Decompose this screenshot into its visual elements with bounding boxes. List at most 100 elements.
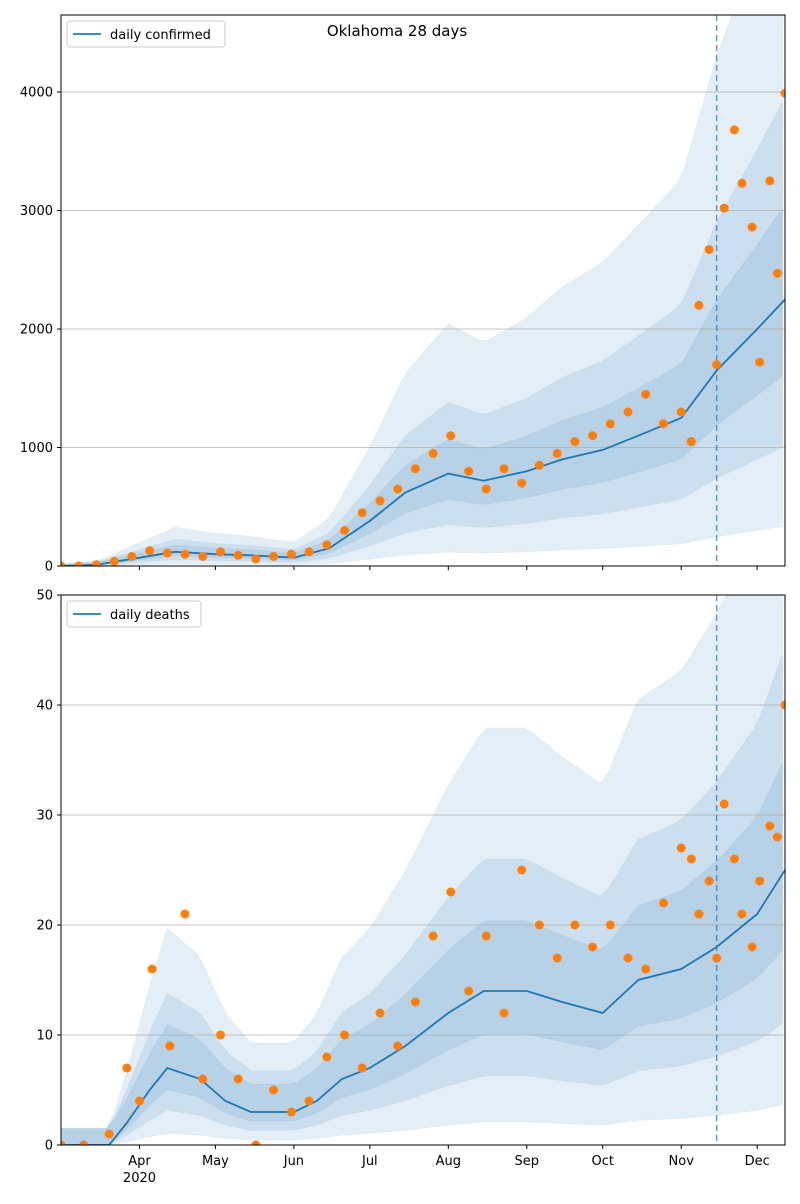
series-layer-bottom: [61, 700, 785, 1145]
x-tick-label: Apr: [128, 1154, 151, 1169]
axes-frame-top: [60, 14, 786, 567]
data-point: [694, 909, 704, 919]
y-tick-label: 40: [36, 699, 53, 714]
data-point: [79, 1140, 89, 1145]
data-point: [393, 1041, 403, 1051]
data-point: [737, 178, 747, 188]
data-point: [233, 1074, 243, 1084]
data-point: [269, 552, 279, 561]
x-tick-label: May: [202, 1154, 229, 1169]
data-point: [198, 552, 208, 561]
data-point: [686, 437, 696, 447]
data-point: [765, 176, 775, 186]
x-tick-label: Dec: [745, 1154, 770, 1169]
data-point: [216, 547, 225, 557]
data-point: [410, 464, 420, 474]
series-line-daily-deaths: [61, 869, 785, 1145]
data-point: [780, 88, 785, 98]
uncertainty-band-3: [61, 762, 783, 1145]
data-point: [410, 997, 420, 1007]
y-tick-label: 0: [45, 560, 53, 575]
data-point: [127, 552, 137, 561]
data-point: [552, 448, 562, 458]
plot-area-top: [61, 15, 783, 566]
data-point: [357, 508, 367, 518]
data-point: [719, 799, 729, 809]
uncertainty-band-1: [61, 595, 783, 1145]
data-point: [588, 942, 598, 952]
x-tick-label: Nov: [669, 1154, 695, 1169]
data-point: [135, 1096, 144, 1106]
data-point: [641, 389, 651, 399]
data-point: [737, 909, 747, 919]
data-point: [304, 1096, 314, 1106]
data-point: [109, 556, 119, 566]
data-point: [481, 931, 491, 941]
data-point: [747, 942, 757, 952]
data-point: [122, 1063, 132, 1073]
data-point: [755, 357, 765, 367]
data-point: [340, 1030, 349, 1040]
data-point: [659, 898, 668, 908]
x-tick-label: Jun: [283, 1154, 304, 1169]
uncertainty-band-3: [61, 206, 783, 566]
data-point: [481, 484, 491, 494]
data-point: [322, 540, 332, 550]
data-point: [676, 407, 686, 417]
data-point: [198, 1074, 208, 1084]
data-point: [605, 920, 615, 930]
data-point: [464, 986, 474, 996]
legend-label: daily confirmed: [110, 28, 211, 43]
data-point: [393, 484, 403, 494]
series-layer-top: [61, 88, 785, 566]
data-point: [286, 549, 296, 559]
data-point: [686, 854, 696, 864]
data-point: [780, 700, 785, 710]
data-point: [552, 953, 562, 963]
data-point: [104, 1129, 114, 1139]
y-tick-label: 50: [36, 589, 53, 604]
plot-area-bottom: [61, 595, 783, 1145]
x-tick-label: Jul: [361, 1154, 378, 1169]
data-point: [340, 526, 349, 535]
data-point: [357, 1063, 367, 1073]
data-point: [216, 1030, 225, 1040]
legend-box: [66, 20, 226, 48]
uncertainty-band-2: [61, 654, 783, 1145]
data-point: [446, 887, 456, 897]
data-point: [755, 876, 765, 886]
data-point: [286, 1107, 296, 1117]
data-point: [659, 419, 668, 429]
y-tick-label: 20: [36, 919, 53, 934]
data-point: [322, 1052, 332, 1062]
data-point: [765, 821, 775, 831]
data-point: [772, 832, 782, 842]
x-tick-label: Sep: [515, 1154, 540, 1169]
axes-frame-bottom: [60, 594, 786, 1146]
data-point: [676, 843, 686, 853]
data-point: [61, 1140, 66, 1145]
y-tick-label: 4000: [20, 86, 53, 101]
data-point: [534, 920, 544, 930]
data-point: [428, 931, 438, 941]
chart-title: Oklahoma 28 days: [327, 22, 468, 40]
data-point: [704, 245, 714, 255]
data-point: [712, 360, 722, 370]
data-point: [162, 548, 172, 558]
data-point: [180, 549, 190, 559]
data-point: [446, 431, 456, 441]
data-point: [729, 854, 739, 864]
data-point: [145, 546, 155, 556]
data-point: [499, 1008, 509, 1018]
data-point: [623, 953, 633, 963]
data-point: [499, 464, 509, 474]
uncertainty-band-1: [61, 15, 783, 566]
y-tick-label: 3000: [20, 204, 53, 219]
data-point: [375, 496, 385, 506]
data-point: [719, 203, 729, 213]
data-point: [747, 222, 757, 232]
data-point: [772, 268, 782, 278]
data-point: [147, 964, 157, 974]
data-point: [269, 1085, 279, 1095]
